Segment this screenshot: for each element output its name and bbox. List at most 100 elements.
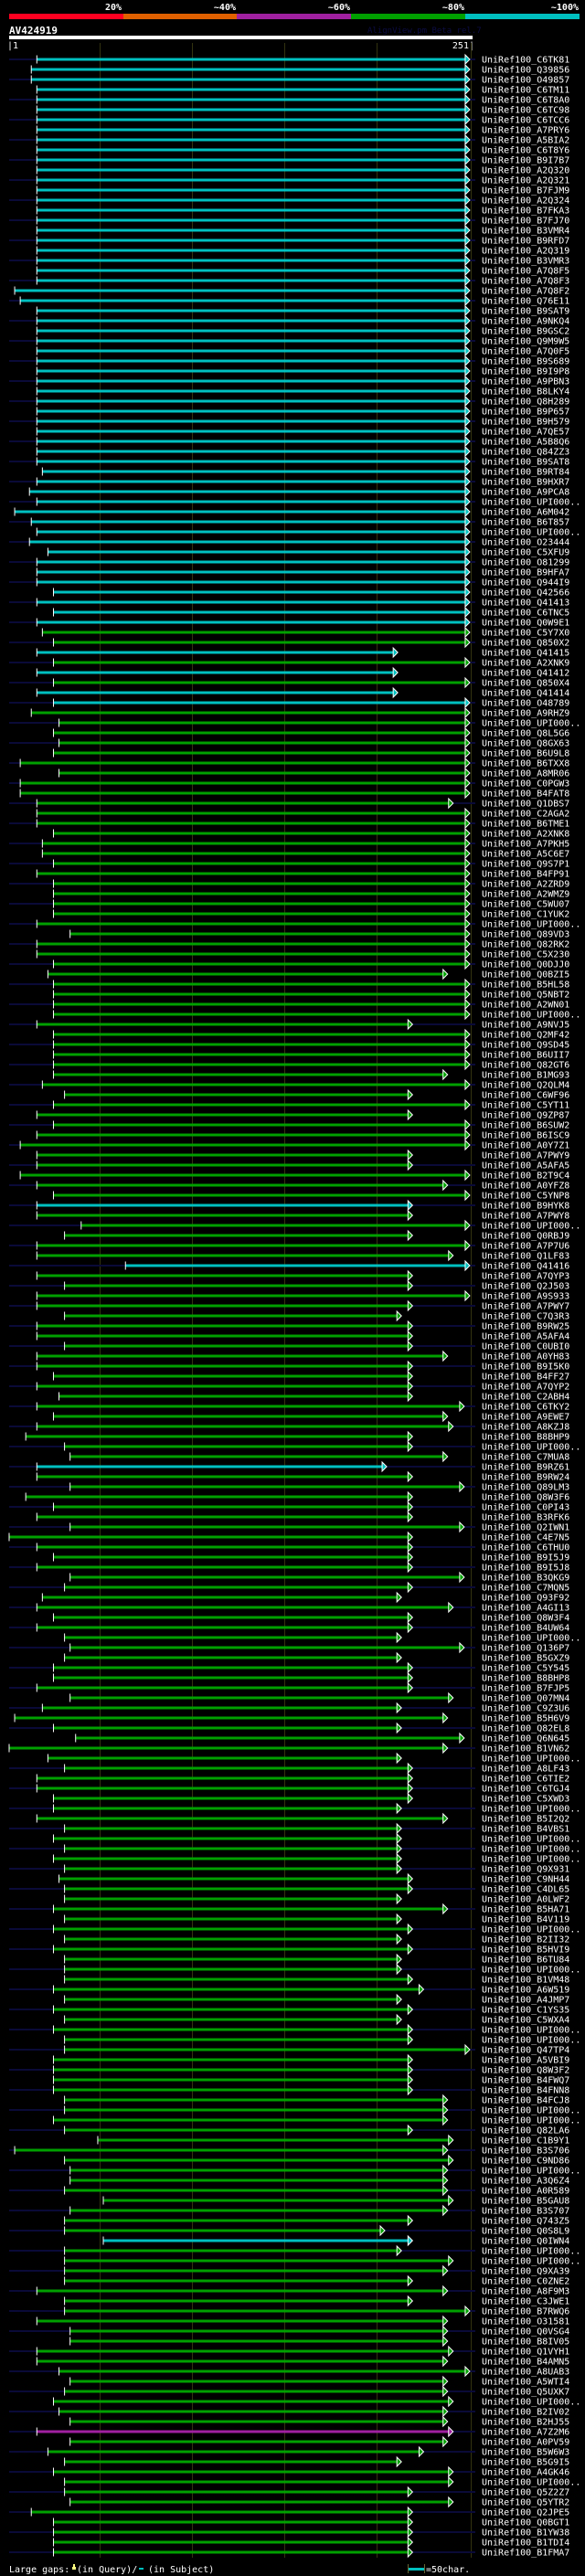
hit-row[interactable]: UniRef100_UPI000.. <box>47 1752 580 1765</box>
alignment-bar[interactable] <box>53 2550 409 2554</box>
alignment-bar[interactable] <box>42 631 465 634</box>
hit-label[interactable]: UniRef100_UPI000.. <box>482 1634 580 1644</box>
hit-label[interactable]: UniRef100_B3S706 <box>482 2147 569 2157</box>
alignment-bar[interactable] <box>48 972 443 976</box>
hit-row[interactable]: UniRef100_C6TC98 <box>36 103 570 116</box>
hit-label[interactable]: UniRef100_A2Q320 <box>482 166 569 176</box>
alignment-bar[interactable] <box>37 158 465 162</box>
alignment-bar[interactable] <box>37 419 465 423</box>
hit-row[interactable]: UniRef100_Q76E11 <box>9 294 569 307</box>
hit-label[interactable]: UniRef100_UPI000.. <box>482 498 580 508</box>
hit-row[interactable]: UniRef100_A8UAB3 <box>9 2365 569 2378</box>
hit-label[interactable]: UniRef100_A9EWE7 <box>482 1413 569 1423</box>
alignment-bar[interactable] <box>37 570 465 574</box>
hit-row[interactable]: UniRef100_B6SUW2 <box>9 1118 569 1131</box>
hit-row[interactable]: UniRef100_UPI000.. <box>9 2244 580 2257</box>
hit-label[interactable]: UniRef100_Q5Z2Z7 <box>482 2488 569 2498</box>
hit-row[interactable]: UniRef100_B6ISC9 <box>36 1129 570 1141</box>
hit-label[interactable]: UniRef100_C6TKY2 <box>482 1403 569 1413</box>
hit-row[interactable]: UniRef100_Q8W3F2 <box>9 2063 569 2076</box>
hit-label[interactable]: UniRef100_Q41412 <box>482 669 569 679</box>
hit-row[interactable]: UniRef100_B4FP91 <box>36 867 570 880</box>
hit-row[interactable]: UniRef100_Q6N645 <box>75 1732 569 1744</box>
hit-label[interactable]: UniRef100_A7PKH5 <box>482 840 569 850</box>
hit-label[interactable]: UniRef100_UPI000.. <box>482 1805 580 1815</box>
hit-row[interactable]: UniRef100_Q0S8L9 <box>9 2224 569 2237</box>
alignment-bar[interactable] <box>53 1043 465 1046</box>
hit-label[interactable]: UniRef100_Q5YTR2 <box>482 2498 569 2508</box>
hit-label[interactable]: UniRef100_Q850X2 <box>482 639 569 649</box>
alignment-bar[interactable] <box>53 1063 465 1066</box>
hit-label[interactable]: UniRef100_C2ABH4 <box>482 1393 569 1403</box>
hit-row[interactable]: UniRef100_B4FAT8 <box>19 787 570 800</box>
hit-row[interactable]: UniRef100_A7QYP2 <box>9 1380 569 1393</box>
alignment-bar[interactable] <box>53 1907 443 1911</box>
hit-label[interactable]: UniRef100_B7FJM9 <box>482 186 569 196</box>
hit-label[interactable]: UniRef100_A7Q0F5 <box>482 347 569 357</box>
hit-label[interactable]: UniRef100_Q0BGT1 <box>482 2518 569 2528</box>
hit-label[interactable]: UniRef100_A5B8Q6 <box>482 438 569 448</box>
alignment-bar[interactable] <box>37 1565 409 1569</box>
hit-label[interactable]: UniRef100_UPI000.. <box>482 2257 580 2267</box>
hit-label[interactable]: UniRef100_A6W519 <box>482 1986 569 1996</box>
hit-label[interactable]: UniRef100_B4AMN5 <box>482 2358 569 2368</box>
hit-label[interactable]: UniRef100_Q41416 <box>482 1262 569 1272</box>
hit-row[interactable]: UniRef100_C1YUK2 <box>52 907 569 920</box>
hit-label[interactable]: UniRef100_A0PV59 <box>482 2438 569 2448</box>
alignment-bar[interactable] <box>64 2390 443 2393</box>
hit-row[interactable]: UniRef100_A9PBN3 <box>9 375 569 387</box>
hit-label[interactable]: UniRef100_Q2J503 <box>482 1282 569 1292</box>
hit-row[interactable]: UniRef100_A6W519 <box>9 1983 569 1996</box>
alignment-bar[interactable] <box>31 2510 409 2514</box>
alignment-bar[interactable] <box>42 842 465 845</box>
hit-label[interactable]: UniRef100_A0YH83 <box>482 1352 569 1362</box>
alignment-bar[interactable] <box>64 1998 398 2001</box>
hit-row[interactable]: UniRef100_UPI000.. <box>9 1219 580 1232</box>
hit-label[interactable]: UniRef100_O48789 <box>482 699 569 709</box>
alignment-bar[interactable] <box>53 1374 409 1378</box>
hit-row[interactable]: UniRef100_Q0VSG4 <box>9 2325 569 2337</box>
hit-label[interactable]: UniRef100_Q9ZP87 <box>482 1111 569 1121</box>
alignment-bar[interactable] <box>37 691 394 694</box>
hit-label[interactable]: UniRef100_B4FAT8 <box>482 790 569 800</box>
hit-row[interactable]: UniRef100_Q5YTR2 <box>69 2496 569 2508</box>
hit-label[interactable]: UniRef100_A2XNK8 <box>482 830 569 840</box>
alignment-bar[interactable] <box>37 1817 443 1820</box>
hit-label[interactable]: UniRef100_Q47TP4 <box>482 2046 569 2056</box>
alignment-bar[interactable] <box>37 500 465 504</box>
alignment-bar[interactable] <box>64 1766 409 1770</box>
hit-label[interactable]: UniRef100_Q8H289 <box>482 398 569 408</box>
hit-row[interactable]: UniRef100_Q0RBJ9 <box>64 1229 569 1242</box>
hit-label[interactable]: UniRef100_A5WTI4 <box>482 2378 569 2388</box>
hit-row[interactable]: UniRef100_UPI000.. <box>9 1842 580 1855</box>
hit-row[interactable]: UniRef100_UPI000.. <box>64 2254 580 2267</box>
alignment-bar[interactable] <box>37 2359 443 2363</box>
alignment-bar[interactable] <box>37 369 465 373</box>
alignment-bar[interactable] <box>53 1726 398 1730</box>
hit-label[interactable]: UniRef100_UPI000.. <box>482 1845 580 1855</box>
alignment-bar[interactable] <box>64 2460 398 2464</box>
hit-label[interactable]: UniRef100_A4GK46 <box>482 2468 569 2478</box>
hit-row[interactable]: UniRef100_B9S689 <box>9 355 569 367</box>
hit-label[interactable]: UniRef100_A7QYP3 <box>482 1272 569 1282</box>
hit-row[interactable]: UniRef100_UPI000.. <box>9 2164 580 2177</box>
alignment-bar[interactable] <box>53 982 465 986</box>
hit-row[interactable]: UniRef100_A5B8Q6 <box>9 435 569 448</box>
alignment-bar[interactable] <box>53 1053 465 1056</box>
hit-label[interactable]: UniRef100_B9S689 <box>482 357 569 367</box>
hit-row[interactable]: UniRef100_C0ZNE2 <box>64 2274 569 2287</box>
hit-row[interactable]: UniRef100_Q42566 <box>52 586 569 599</box>
hit-label[interactable]: UniRef100_UPI000.. <box>482 719 580 729</box>
alignment-bar[interactable] <box>37 188 465 192</box>
alignment-bar[interactable] <box>37 118 465 122</box>
hit-row[interactable]: UniRef100_A3Q6Z4 <box>69 2174 569 2187</box>
hit-row[interactable]: UniRef100_Q1VYH1 <box>9 2345 569 2358</box>
alignment-bar[interactable] <box>53 2028 409 2031</box>
hit-label[interactable]: UniRef100_B1VN62 <box>482 1744 569 1754</box>
hit-label[interactable]: UniRef100_B4FNN8 <box>482 2086 569 2096</box>
alignment-bar[interactable] <box>53 2470 449 2474</box>
hit-row[interactable]: UniRef100_UPI000.. <box>36 525 581 538</box>
alignment-bar[interactable] <box>42 1595 398 1599</box>
hit-label[interactable]: UniRef100_A9S933 <box>482 1292 569 1302</box>
alignment-bar[interactable] <box>53 862 465 865</box>
